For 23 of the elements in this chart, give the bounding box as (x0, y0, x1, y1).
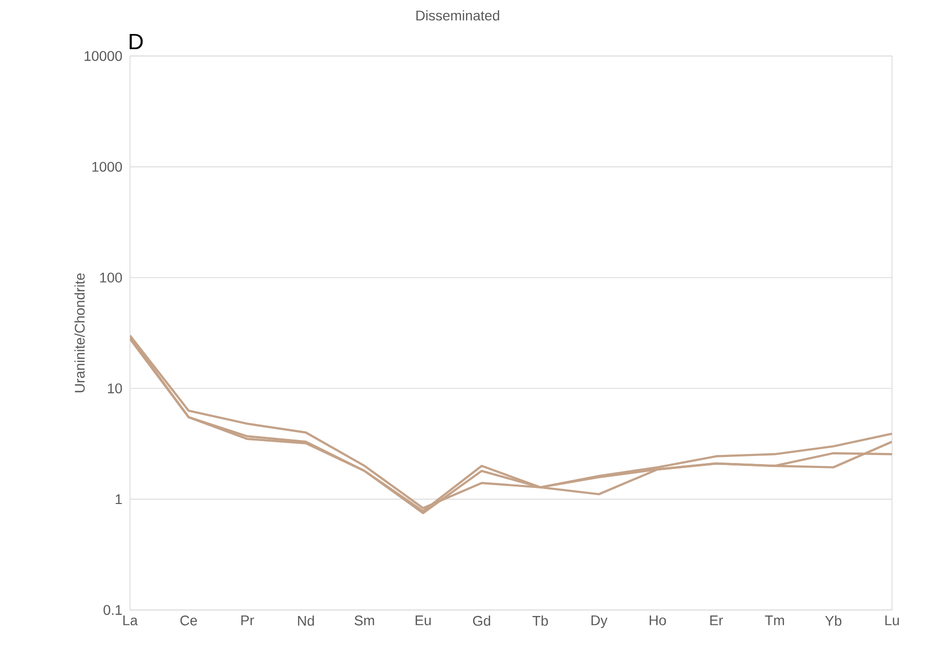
x-tick-label: Lu (885, 616, 899, 626)
x-tick-label: Ho (650, 616, 666, 626)
x-tick-label: Ce (180, 616, 197, 626)
y-tick-label: 10 (108, 383, 122, 394)
y-axis-title: Uraninite/Chondrite (74, 273, 85, 392)
text: D (130, 34, 143, 50)
x-tick-label: Pr (241, 616, 254, 626)
y-tick-label: 100 (100, 272, 122, 283)
x-tick-label: Tb (532, 616, 548, 626)
x-tick-label: Er (710, 616, 723, 626)
x-tick-label: Yb (825, 616, 842, 626)
x-tick-label: Tm (764, 616, 784, 626)
y-tick-label: 10000 (84, 51, 122, 61)
x-tick-label: Gd (473, 616, 490, 626)
x-tick-label: Nd (298, 616, 314, 626)
x-tick-label: Eu (416, 616, 431, 626)
x-tick-label: Sm (354, 616, 374, 626)
x-tick-label: Dy (592, 616, 608, 628)
x-tick-label: La (123, 616, 138, 626)
y-tick-label: 0.1 (104, 605, 122, 615)
y-tick-label: 1 (116, 494, 122, 504)
y-tick-label: 1000 (92, 162, 122, 172)
chart-title: Disseminated (416, 10, 500, 20)
